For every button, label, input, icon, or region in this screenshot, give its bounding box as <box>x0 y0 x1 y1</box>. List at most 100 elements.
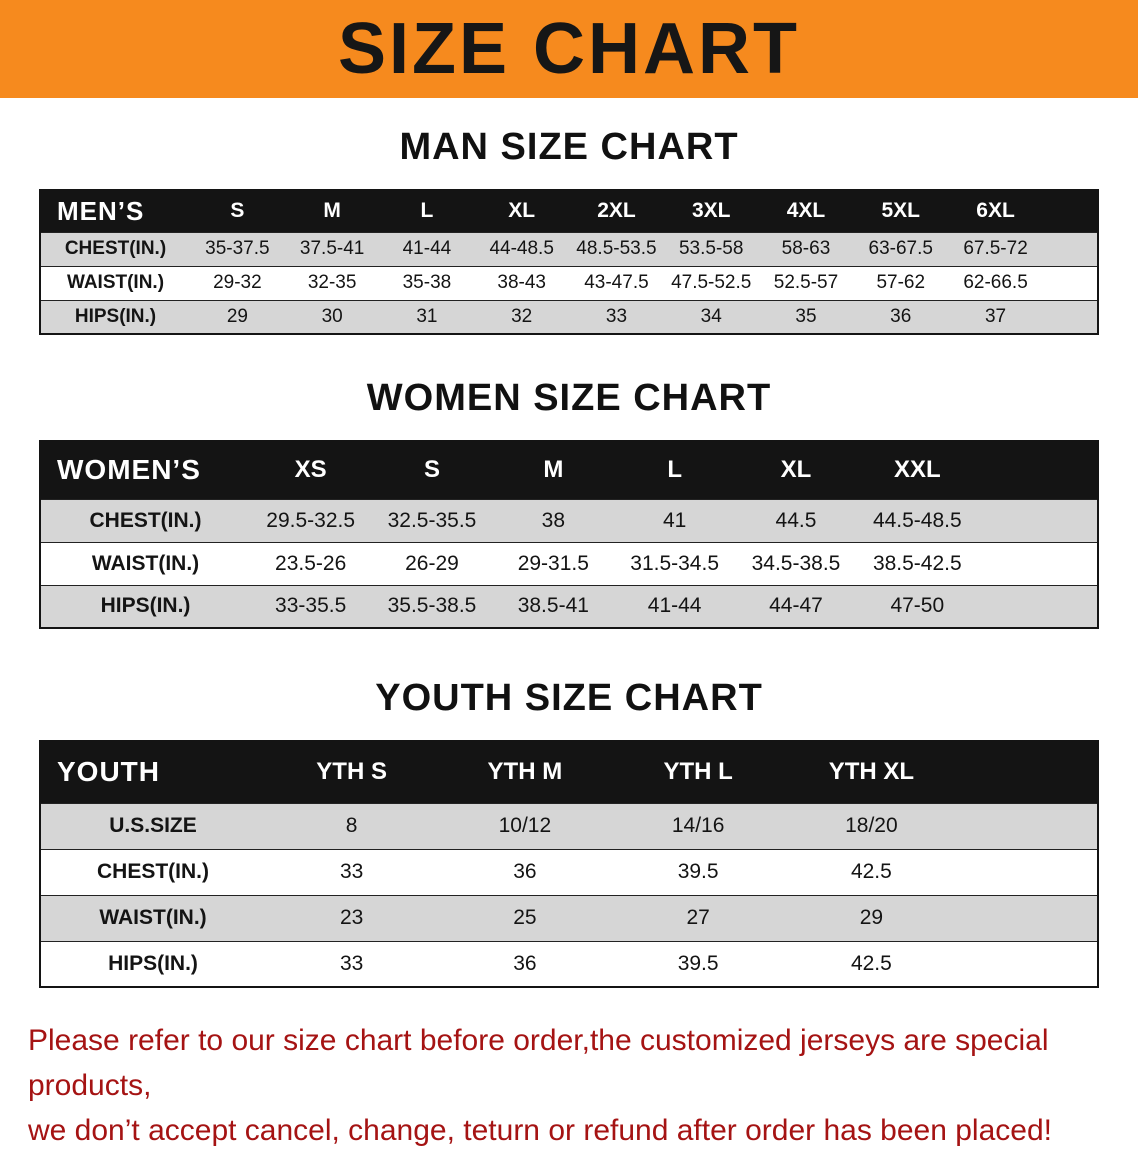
size-value-cell: 48.5-53.5 <box>576 238 657 259</box>
banner-title: SIZE CHART <box>338 9 800 89</box>
size-value-cell: 23.5-26 <box>275 551 347 575</box>
size-value-cell: 33 <box>605 305 628 327</box>
size-value-cell: 39.5 <box>677 951 719 975</box>
men-size-column-header: 3XL <box>691 199 731 223</box>
size-value-cell: 25 <box>513 906 537 929</box>
size-value-cell: 34 <box>700 305 722 327</box>
size-value-cell: 38-43 <box>497 272 546 293</box>
men-size-column-header: 6XL <box>976 199 1015 223</box>
youth-measurement-row: WAIST(IN.) 23 25 27 29 <box>40 895 1098 941</box>
spacer-cell <box>1043 300 1098 334</box>
size-value-cell: 34.5-38.5 <box>751 551 841 575</box>
women-size-column-header: XXL <box>893 456 941 484</box>
size-value-cell: 41 <box>662 508 687 532</box>
size-value-cell: 29-32 <box>213 272 262 293</box>
men-measurement-row: CHEST(IN.) 35-37.5 37.5-41 41-44 44-48.5 48.5… <box>40 232 1098 266</box>
youth-section-heading: YOUTH SIZE CHART <box>375 677 763 719</box>
youth-size-table: YOUTH YTH S YTH M YTH L YTH XL U.S.SIZE 8 10/12… <box>39 740 1099 988</box>
size-value-cell: 29.5-32.5 <box>266 508 356 532</box>
spacer-cell <box>1043 266 1098 300</box>
women-size-table: WOMEN’S XS S M L XL XXL CHEST(IN.) 29.5-32.5 32.5… <box>39 440 1099 629</box>
women-size-column-header: L <box>667 456 682 484</box>
row-label-cell: U.S.SIZE <box>109 814 197 837</box>
size-value-cell: 38 <box>541 508 565 532</box>
size-value-cell: 53.5-58 <box>678 238 744 259</box>
size-value-cell: 29 <box>226 305 248 327</box>
disclaimer-line-2: we don’t accept cancel, change, teturn o… <box>28 1114 1052 1147</box>
size-value-cell: 36 <box>513 951 537 975</box>
spacer-cell <box>958 803 1098 849</box>
size-value-cell: 58-63 <box>781 238 831 259</box>
women-size-column-header: XS <box>294 456 327 484</box>
size-value-cell: 31.5-34.5 <box>630 551 720 575</box>
size-value-cell: 32-35 <box>307 272 357 293</box>
spacer-cell <box>978 441 1098 499</box>
men-size-column-header: 2XL <box>597 199 636 223</box>
men-section-heading: MAN SIZE CHART <box>399 126 739 168</box>
size-value-cell: 18/20 <box>845 814 898 837</box>
size-value-cell: 33 <box>339 951 364 975</box>
men-size-column-header: L <box>420 199 434 223</box>
size-chart-banner: SIZE CHART <box>0 0 1138 98</box>
size-value-cell: 32.5-35.5 <box>387 508 477 532</box>
size-value-cell: 30 <box>321 305 343 327</box>
size-value-cell: 44-47 <box>769 594 823 618</box>
disclaimer-note: Please refer to our size chart before or… <box>28 1018 1110 1153</box>
youth-measurement-row: CHEST(IN.) 33 36 39.5 42.5 <box>40 849 1098 895</box>
row-label-cell: HIPS(IN.) <box>108 951 198 975</box>
size-value-cell: 62-66.5 <box>963 272 1028 293</box>
size-value-cell: 42.5 <box>850 860 892 883</box>
size-value-cell: 37.5-41 <box>299 238 365 259</box>
size-value-cell: 26-29 <box>405 551 459 575</box>
youth-measurement-row: HIPS(IN.) 33 36 39.5 42.5 <box>40 941 1098 987</box>
women-size-column-header: S <box>423 456 440 484</box>
men-size-table: MEN’S S M L XL 2XL 3XL 4XL 5XL 6XL CHEST(IN.) 35-37… <box>39 189 1099 335</box>
women-measurement-row: CHEST(IN.) 29.5-32.5 32.5-35.5 38 41 44.5 44.5… <box>40 499 1098 542</box>
women-size-section: WOMEN SIZE CHART WOMEN’S XS S M L XL XXL CHEST(I… <box>0 377 1138 629</box>
size-value-cell: 43-47.5 <box>584 272 649 293</box>
size-value-cell: 8 <box>345 814 358 837</box>
size-value-cell: 47.5-52.5 <box>671 272 752 293</box>
youth-size-section: YOUTH SIZE CHART YOUTH YTH S YTH M YTH L YTH … <box>0 677 1138 988</box>
row-label-cell: CHEST(IN.) <box>97 860 209 883</box>
size-value-cell: 57-62 <box>876 272 926 293</box>
men-measurement-row: HIPS(IN.) 29 30 31 32 33 34 35 36 37 <box>40 300 1098 334</box>
women-size-column-header: M <box>543 456 564 484</box>
row-label-cell: HIPS(IN.) <box>74 305 157 327</box>
youth-size-column-header: YTH XL <box>828 758 915 786</box>
women-size-column-header: XL <box>780 456 812 484</box>
size-value-cell: 29 <box>859 906 884 929</box>
size-value-cell: 36 <box>513 860 537 883</box>
row-label-cell: WAIST(IN.) <box>99 906 207 929</box>
row-label-cell: CHEST(IN.) <box>89 508 202 532</box>
size-value-cell: 35 <box>795 305 817 327</box>
spacer-cell <box>958 941 1098 987</box>
row-label-cell: CHEST(IN.) <box>64 238 167 259</box>
size-value-cell: 52.5-57 <box>773 272 839 293</box>
size-value-cell: 35-38 <box>402 272 452 293</box>
spacer-cell <box>958 895 1098 941</box>
women-measurement-row: WAIST(IN.) 23.5-26 26-29 29-31.5 31.5-34.5 34… <box>40 542 1098 585</box>
youth-size-column-header: YTH S <box>316 758 387 786</box>
size-value-cell: 29-31.5 <box>517 551 589 575</box>
youth-header-row: YOUTH YTH S YTH M YTH L YTH XL <box>40 741 1098 803</box>
spacer-cell <box>1043 232 1098 266</box>
size-value-cell: 35-37.5 <box>205 238 270 259</box>
youth-table-title-cell: YOUTH <box>57 756 160 788</box>
size-value-cell: 33-35.5 <box>275 594 347 618</box>
women-header-row: WOMEN’S XS S M L XL XXL <box>40 441 1098 499</box>
row-label-cell: HIPS(IN.) <box>100 594 191 618</box>
spacer-cell <box>978 585 1098 628</box>
spacer-cell <box>1043 190 1098 232</box>
spacer-cell <box>958 849 1098 895</box>
size-value-cell: 33 <box>339 860 364 883</box>
spacer-cell <box>978 499 1098 542</box>
row-label-cell: WAIST(IN.) <box>66 272 165 293</box>
youth-size-column-header: YTH M <box>487 758 563 786</box>
size-value-cell: 44.5 <box>775 508 817 532</box>
size-value-cell: 41-44 <box>402 238 452 259</box>
size-value-cell: 32 <box>511 305 533 327</box>
size-value-cell: 23 <box>339 906 364 929</box>
men-table-title-cell: MEN’S <box>57 195 145 226</box>
size-value-cell: 36 <box>890 305 912 327</box>
